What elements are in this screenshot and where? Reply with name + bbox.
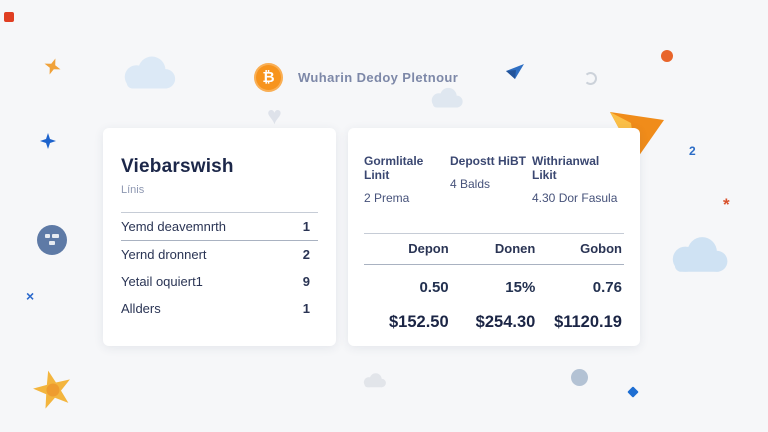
- cloud-icon: [427, 86, 465, 110]
- column-header: Donen: [494, 241, 536, 256]
- amount-value: $254.30: [475, 313, 536, 331]
- rates-card-header: Gormlitale Linit 2 Prema Depostt HiBT 4 …: [364, 154, 624, 205]
- paper-plane-icon: [506, 64, 524, 79]
- limits-card-subtitle: Línis: [121, 184, 145, 196]
- star-icon: [33, 370, 70, 409]
- asterisk-icon: *: [723, 195, 730, 214]
- table-row: Yetail oquiert1 9: [121, 268, 318, 295]
- rate-value: 0.76: [592, 279, 622, 296]
- heart-icon: ♥: [267, 102, 282, 130]
- rate-column: Depostt HiBT 4 Balds: [450, 154, 526, 205]
- table-row: Allders 1: [121, 295, 318, 322]
- rate-row: 0.50 15% 0.76: [364, 265, 624, 296]
- cloud-icon: [360, 372, 388, 389]
- rate-value: 15%: [505, 279, 536, 296]
- cloud-icon: [117, 53, 179, 93]
- row-label: Allders: [121, 301, 161, 316]
- column-header: Gobon: [580, 241, 622, 256]
- column-subtitle: 2 Prema: [364, 191, 410, 205]
- blue-diamond-icon: [627, 386, 639, 398]
- numeral-icon: 2: [689, 144, 696, 158]
- column-title: Gormlitale Linit: [364, 154, 424, 182]
- limits-card-title: Viebarswish: [121, 156, 234, 177]
- rates-table: Depon Donen Gobon 0.50 15% 0.76 $152.50 …: [364, 233, 624, 332]
- row-label: Yernd dronnert: [121, 247, 207, 262]
- column-subtitle: 4.30 Dor Fasula: [532, 191, 618, 205]
- row-value: 9: [302, 274, 310, 289]
- row-value: 2: [302, 247, 310, 262]
- rate-column: Gormlitale Linit 2 Prema: [364, 154, 444, 205]
- row-label: Yemd deavemnrth: [121, 219, 227, 234]
- sparkle-icon: [44, 58, 61, 75]
- table-row: Yemd deavemnrth 1: [121, 212, 318, 241]
- x-mark-icon: ×: [26, 288, 35, 304]
- column-title: Withrianwal Likit: [532, 154, 600, 182]
- red-square-icon: [4, 12, 14, 22]
- diamond-sparkle-icon: [40, 133, 56, 149]
- swirl-icon: [584, 72, 597, 85]
- limits-table: Yemd deavemnrth 1 Yernd dronnert 2 Yetai…: [121, 212, 318, 322]
- table-row: Yernd dronnert 2: [121, 241, 318, 268]
- brand-title: Wuharin Dedoy Pletnour: [298, 70, 459, 85]
- table-header-row: Depon Donen Gobon: [364, 234, 624, 265]
- rate-value: 0.50: [419, 279, 449, 296]
- column-header: Depon: [408, 241, 449, 256]
- amount-value: $152.50: [389, 313, 449, 331]
- column-title: Depostt HiBT: [450, 154, 526, 168]
- column-subtitle: 4 Balds: [450, 177, 491, 191]
- row-value: 1: [302, 219, 310, 234]
- gray-dot-icon: [571, 369, 588, 386]
- amount-value: $1120.19: [554, 313, 622, 331]
- limits-card: Viebarswish Línis Yemd deavemnrth 1 Yern…: [103, 128, 336, 346]
- cloud-icon: [664, 234, 732, 276]
- row-label: Yetail oquiert1: [121, 274, 203, 289]
- badge-circle-icon: [37, 225, 67, 255]
- brand-header: ₿ Wuharin Dedoy Pletnour: [254, 63, 458, 92]
- rate-column: Withrianwal Likit 4.30 Dor Fasula: [532, 154, 624, 205]
- row-value: 1: [302, 301, 310, 316]
- rates-card: Gormlitale Linit 2 Prema Depostt HiBT 4 …: [348, 128, 640, 346]
- amount-row: $152.50 $254.30 $1120.19: [364, 296, 624, 332]
- bitcoin-icon: ₿: [254, 63, 283, 92]
- orange-dot-icon: [661, 50, 673, 62]
